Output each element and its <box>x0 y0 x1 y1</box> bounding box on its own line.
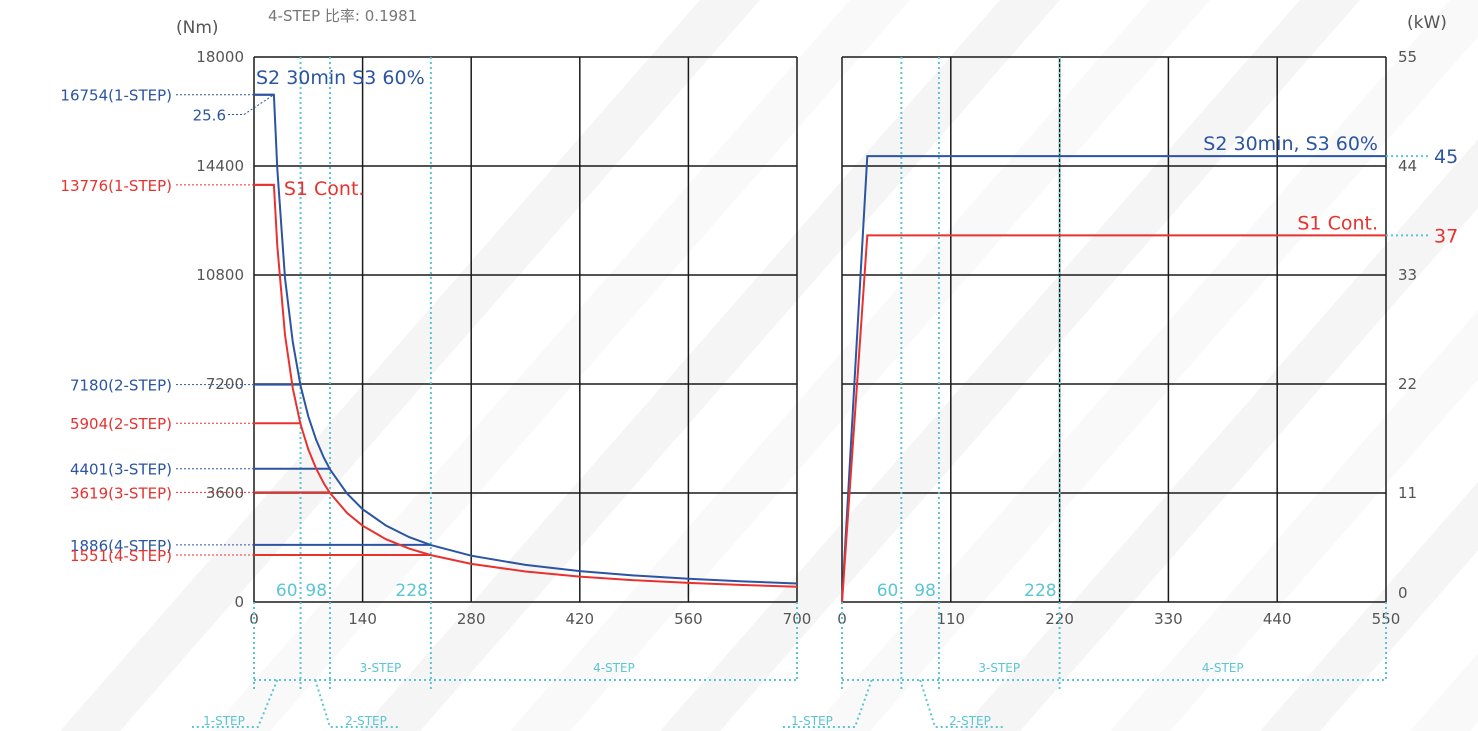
s1-power-curve <box>841 234 1386 603</box>
power-range-callout <box>919 679 1005 728</box>
torque-side-label: 5904(2-STEP) <box>70 415 172 433</box>
torque-range-label: 1-STEP <box>203 714 245 728</box>
ratio-label: 4-STEP 比率: 0.1981 <box>268 7 417 25</box>
torque-range-callout <box>192 679 279 728</box>
power-guide-label: 228 <box>1024 581 1056 601</box>
torque-range-label: 4-STEP <box>593 661 635 675</box>
power-y-tick-label: 55 <box>1398 48 1417 66</box>
torque-y-tick-label: 14400 <box>196 157 244 175</box>
torque-y-tick-label: 3600 <box>206 484 244 502</box>
torque-unit-label: (Nm) <box>176 18 219 38</box>
power-guide-label: 60 <box>877 581 899 601</box>
torque-x-tick-label: 420 <box>565 610 594 628</box>
torque-y-tick-label: 18000 <box>196 48 244 66</box>
power-guide-label: 98 <box>914 581 936 601</box>
s2-power-curve <box>841 155 1386 603</box>
power-side-label: 45 <box>1434 146 1458 168</box>
torque-label-leader <box>228 94 275 116</box>
torque-side-label: 1886(4-STEP) <box>70 537 172 555</box>
background-stripe <box>1410 653 1478 731</box>
s1-torque-curve <box>254 183 798 588</box>
power-chart: 01102203304405500112233445560982284537S2… <box>782 48 1458 728</box>
s2-annotation: S2 30min S3 60% <box>256 67 425 89</box>
s1-annotation: S1 Cont. <box>284 178 365 200</box>
power-range-callout <box>782 679 873 728</box>
background-stripe <box>660 0 1360 731</box>
torque-y-tick-label: 0 <box>234 593 244 611</box>
s1-power-annotation: S1 Cont. <box>1297 212 1378 234</box>
torque-x-tick-label: 140 <box>348 610 377 628</box>
background-stripe <box>360 0 1060 731</box>
torque-range-callout <box>314 679 398 728</box>
torque-side-label: 3619(3-STEP) <box>70 484 172 502</box>
power-range-label: 2-STEP <box>949 714 991 728</box>
background-stripe <box>60 0 760 731</box>
background-stripe <box>510 0 1210 731</box>
background-stripes <box>60 0 1478 731</box>
power-y-tick-label: 33 <box>1398 266 1417 284</box>
torque-guide-label: 60 <box>276 581 298 601</box>
torque-side-label: 25.6 <box>193 107 226 125</box>
power-y-tick-label: 0 <box>1398 584 1408 602</box>
s2-power-annotation: S2 30min, S3 60% <box>1203 133 1378 155</box>
power-y-tick-label: 44 <box>1398 157 1417 175</box>
torque-range-label: 2-STEP <box>345 714 387 728</box>
power-y-tick-label: 22 <box>1398 375 1417 393</box>
torque-y-tick-label: 10800 <box>196 266 244 284</box>
torque-x-tick-label: 280 <box>457 610 486 628</box>
power-unit-label: (kW) <box>1407 13 1447 33</box>
power-x-tick-label: 440 <box>1263 610 1292 628</box>
torque-guide-label: 228 <box>395 581 427 601</box>
torque-side-label: 1551(4-STEP) <box>70 547 172 565</box>
power-range-label: 4-STEP <box>1202 661 1244 675</box>
torque-guide-label: 98 <box>305 581 327 601</box>
power-range-label: 1-STEP <box>791 714 833 728</box>
power-range-label: 3-STEP <box>978 661 1020 675</box>
torque-chart: 0140280420560700036007200108001440018000… <box>60 48 811 728</box>
power-x-tick-label: 110 <box>936 610 965 628</box>
torque-side-label: 13776(1-STEP) <box>60 177 172 195</box>
torque-side-label: 16754(1-STEP) <box>60 87 172 105</box>
torque-x-tick-label: 560 <box>674 610 703 628</box>
power-side-label: 37 <box>1434 225 1458 247</box>
torque-side-label: 7180(2-STEP) <box>70 377 172 395</box>
torque-side-label: 4401(3-STEP) <box>70 461 172 479</box>
s2-torque-curve <box>254 93 798 585</box>
power-y-tick-label: 11 <box>1398 484 1417 502</box>
background-stripe <box>960 139 1478 731</box>
background-stripe <box>1260 482 1478 731</box>
torque-range-label: 3-STEP <box>360 661 402 675</box>
background-stripe <box>810 0 1478 731</box>
power-x-tick-label: 330 <box>1154 610 1183 628</box>
torque-y-tick-label: 7200 <box>206 375 244 393</box>
background-stripe <box>210 0 910 731</box>
